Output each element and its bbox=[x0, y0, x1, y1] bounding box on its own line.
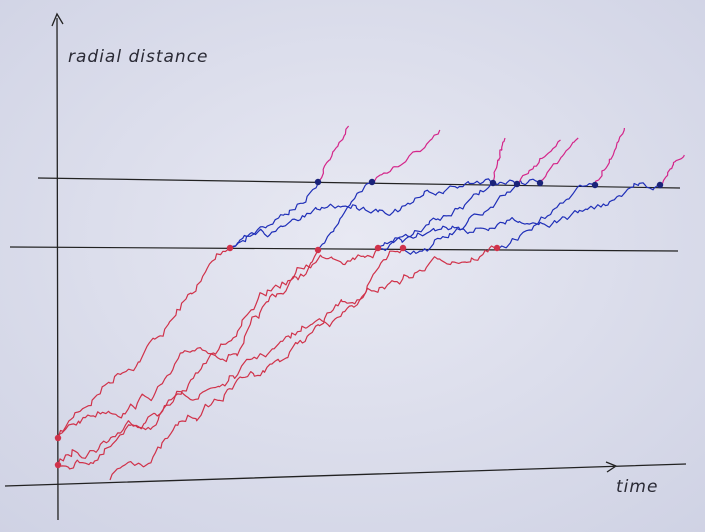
hit-point bbox=[315, 179, 321, 185]
hit-point bbox=[490, 180, 496, 186]
paper bbox=[0, 0, 705, 532]
hit-point bbox=[400, 245, 406, 251]
hit-point bbox=[514, 181, 520, 187]
hit-point bbox=[55, 435, 61, 441]
hit-point bbox=[657, 182, 663, 188]
hit-point bbox=[55, 462, 61, 468]
y-axis-label: radial distance bbox=[68, 47, 209, 67]
hit-point bbox=[494, 245, 500, 251]
sketch: radial distance time bbox=[0, 0, 705, 532]
hit-point bbox=[592, 182, 598, 188]
x-axis-label: time bbox=[616, 477, 658, 497]
hit-point bbox=[227, 245, 233, 251]
hit-point bbox=[369, 179, 375, 185]
hit-point bbox=[315, 247, 321, 253]
hit-point bbox=[537, 180, 543, 186]
hit-point bbox=[375, 245, 381, 251]
page: radial distance time (() => { const data… bbox=[0, 0, 705, 532]
